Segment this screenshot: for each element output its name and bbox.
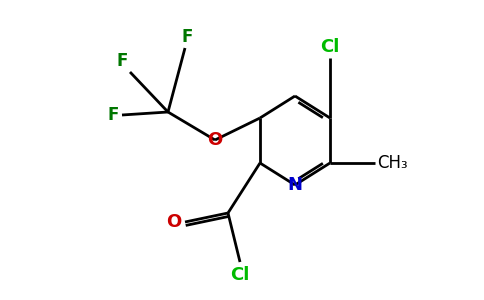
Text: O: O xyxy=(166,213,181,231)
Text: F: F xyxy=(107,106,119,124)
Text: F: F xyxy=(117,52,128,70)
Text: N: N xyxy=(287,176,302,194)
Text: Cl: Cl xyxy=(230,266,250,284)
Text: Cl: Cl xyxy=(320,38,340,56)
Text: O: O xyxy=(207,131,223,149)
Text: F: F xyxy=(182,28,193,46)
Text: CH₃: CH₃ xyxy=(377,154,408,172)
